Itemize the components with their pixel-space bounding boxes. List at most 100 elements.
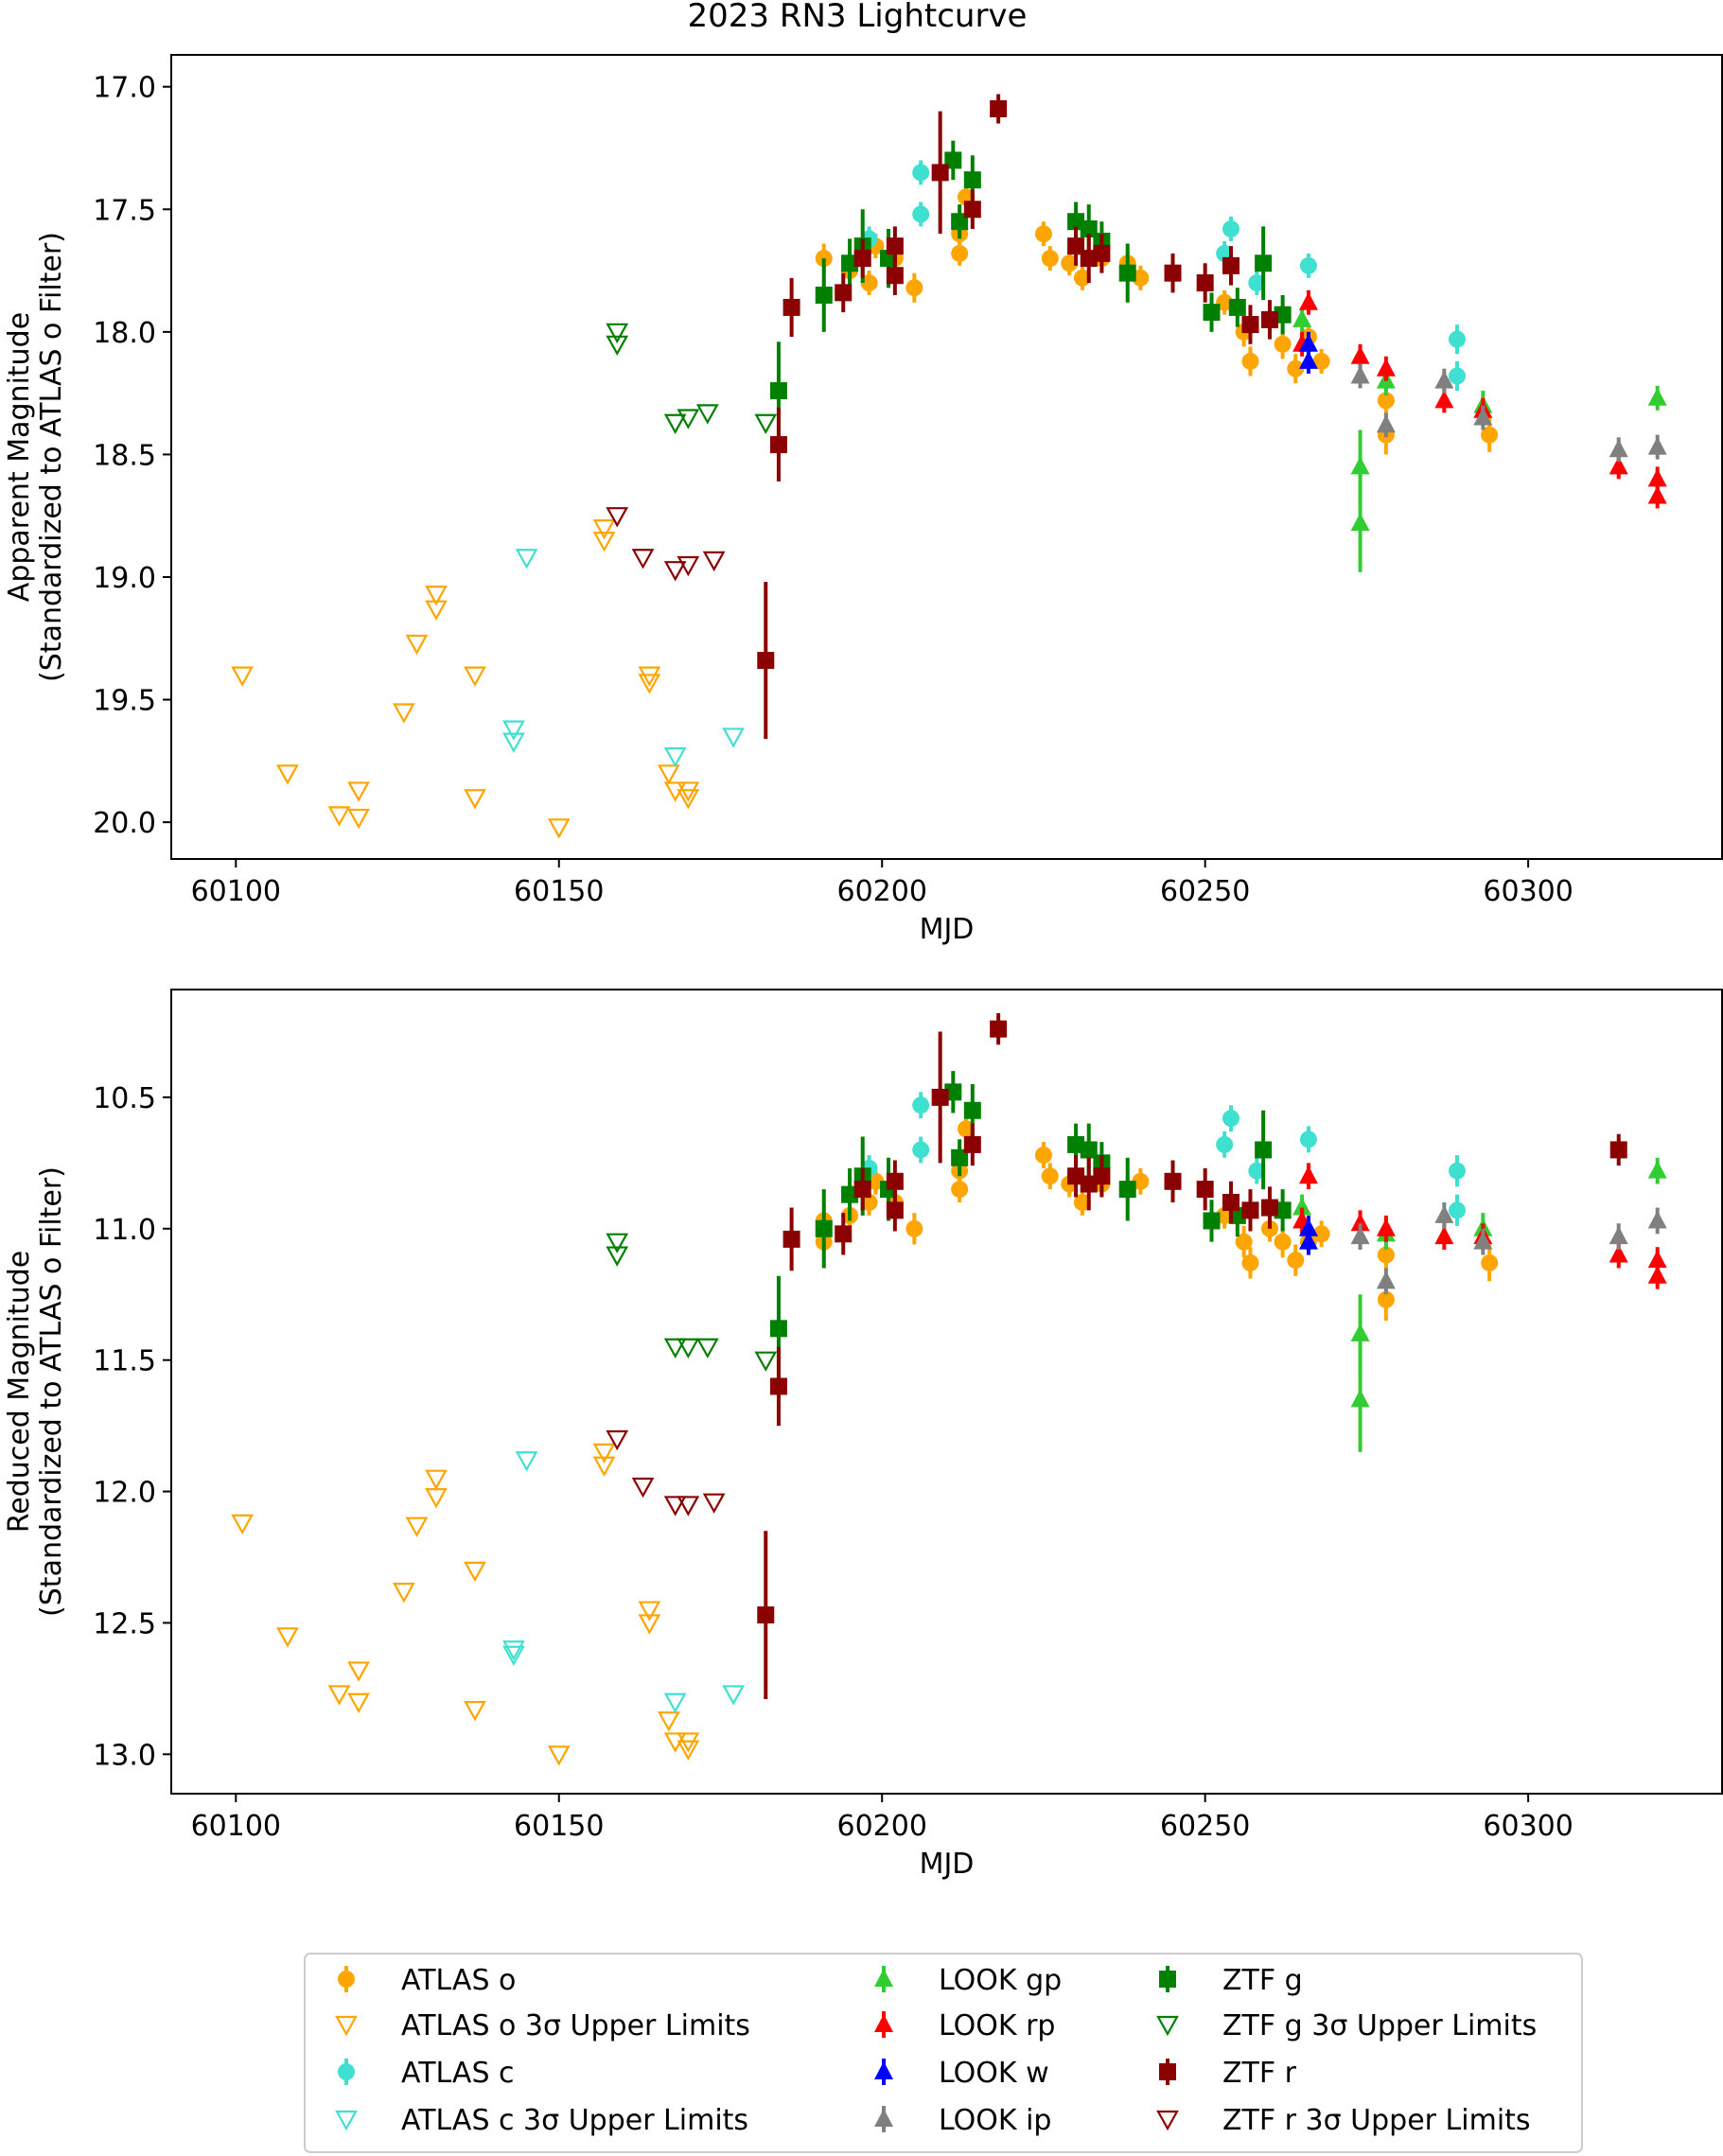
data-point-atlas_c (1222, 219, 1240, 237)
data-point-ztf_g (963, 171, 981, 189)
data-point-ztf_g (944, 1083, 962, 1101)
x-tick-label: 60300 (1483, 875, 1573, 908)
series-ztf_g_ul (606, 323, 778, 434)
data-point-look_gp (1350, 456, 1370, 475)
data-point-ztf_g_ul (606, 1246, 629, 1267)
data-point-ztf_g (1203, 304, 1221, 322)
legend-entry-atlas_c_ul: ATLAS c 3σ Upper Limits (335, 2104, 748, 2137)
data-point-atlas_o_ul (405, 634, 429, 656)
data-point-atlas_c (912, 1096, 930, 1114)
data-point-look_gp (1350, 1389, 1370, 1408)
y-axis-label-line1: Reduced Magnitude (3, 1251, 36, 1533)
data-point-atlas_o (1241, 1253, 1259, 1271)
y-tick-label: 19.5 (93, 685, 156, 718)
data-point-atlas_c (1248, 1162, 1266, 1180)
data-point-ztf_g (963, 1101, 981, 1119)
data-point-ztf_g (1080, 219, 1098, 237)
data-point-atlas_o_ul (638, 1601, 661, 1621)
x-tick-label: 60150 (514, 1810, 604, 1843)
data-point-look_w (1298, 1231, 1318, 1250)
legend-label: ZTF r 3σ Upper Limits (1222, 2104, 1531, 2137)
data-point-look_rp (1434, 1226, 1454, 1245)
x-tick-label: 60100 (191, 1810, 281, 1843)
data-point-ztf_r_ul (663, 561, 687, 582)
data-point-atlas_c_ul (502, 1645, 525, 1667)
data-point-ztf_r (1222, 1194, 1240, 1211)
data-point-ztf_g (1118, 264, 1136, 282)
data-point-ztf_r (835, 1225, 853, 1243)
data-point-look_w (1298, 333, 1318, 352)
data-point-atlas_o_ul (347, 808, 370, 830)
data-point-atlas_o (1034, 1147, 1052, 1164)
series-atlas_c_ul (502, 1451, 746, 1714)
series-atlas_o (815, 184, 1499, 455)
data-point-atlas_c_ul (722, 1685, 746, 1706)
data-point-ztf_r (757, 1606, 775, 1624)
data-point-look_ip (1434, 1204, 1454, 1223)
data-point-look_rp (1350, 345, 1370, 364)
data-point-atlas_o (951, 244, 969, 262)
data-point-ztf_r_ul (663, 1496, 687, 1516)
data-point-atlas_o (1216, 293, 1234, 311)
data-point-atlas_c_ul (663, 1692, 687, 1714)
data-point-atlas_o_ul (657, 1711, 680, 1732)
data-point-atlas_o_ul (327, 1685, 351, 1706)
data-point-ztf_r (990, 1020, 1008, 1038)
data-point-look_gp (1292, 308, 1312, 327)
data-point-atlas_c_ul (722, 727, 746, 748)
data-point-atlas_c (1222, 1110, 1240, 1128)
data-point-ztf_r_ul (606, 1429, 629, 1451)
data-point-atlas_o (1312, 352, 1330, 370)
data-point-ztf_g (1228, 1206, 1246, 1224)
data-point-ztf_r_ul (702, 551, 726, 572)
data-point-look_ip (1647, 436, 1667, 455)
series-look_w (1298, 1215, 1318, 1255)
data-point-ztf_r (1196, 274, 1214, 292)
y-axis-label-line2: (Standardized to ATLAS o Filter) (35, 232, 68, 682)
legend-entry-ztf_r: ZTF r (1159, 2057, 1297, 2090)
data-point-ztf_r_ul (677, 1496, 700, 1516)
data-point-look_gp (1292, 1197, 1312, 1216)
data-point-atlas_o_ul (638, 674, 661, 694)
y-tick-label: 12.0 (93, 1477, 156, 1510)
data-point-ztf_r (1196, 1181, 1214, 1199)
data-point-atlas_o (1132, 1172, 1150, 1190)
legend-marker-ztf_g (1159, 1971, 1176, 1988)
data-point-atlas_o_ul (657, 764, 680, 785)
data-point-look_ip (1473, 407, 1493, 426)
data-point-look_ip (1473, 1231, 1493, 1250)
data-point-atlas_o_ul (592, 1443, 616, 1464)
data-point-ztf_g_ul (695, 404, 719, 425)
y-tick-label: 20.0 (93, 807, 156, 840)
data-point-ztf_r (963, 201, 981, 219)
legend-entry-look_gp: LOOK gp (874, 1964, 1062, 1997)
legend-label: LOOK ip (939, 2104, 1051, 2137)
data-point-look_rp (1298, 1166, 1318, 1184)
y-tick-label: 19.0 (93, 562, 156, 595)
data-point-atlas_c (1248, 274, 1266, 292)
legend-label: LOOK rp (939, 2009, 1055, 2042)
data-point-atlas_o (860, 1194, 878, 1211)
data-point-atlas_o_ul (405, 1516, 429, 1537)
data-point-look_ip (1434, 370, 1454, 389)
data-point-ztf_r (1164, 264, 1182, 282)
data-point-atlas_c_ul (502, 720, 525, 741)
series-atlas_o_ul (231, 1443, 700, 1766)
data-point-ztf_g (769, 1320, 787, 1338)
data-point-ztf_g (1274, 1201, 1292, 1219)
data-point-ztf_r (769, 1377, 787, 1395)
legend-entry-look_w: LOOK w (874, 2057, 1049, 2090)
data-point-atlas_o (1287, 359, 1305, 377)
data-point-look_w (1298, 1218, 1318, 1236)
data-point-ztf_r (1080, 250, 1098, 268)
legend-marker-ztf_r_ul (1156, 2110, 1179, 2131)
data-point-ztf_r (1609, 1141, 1627, 1159)
data-point-ztf_g (951, 213, 969, 231)
data-point-look_gp (1647, 387, 1667, 406)
legend-marker-ztf_g_ul (1156, 2015, 1179, 2037)
x-tick-label: 60300 (1483, 1810, 1573, 1843)
data-point-ztf_r (1164, 1172, 1182, 1190)
data-point-ztf_g (1067, 213, 1085, 231)
data-point-atlas_c (1216, 1135, 1234, 1153)
legend-entry-atlas_c: ATLAS c (338, 2057, 515, 2090)
